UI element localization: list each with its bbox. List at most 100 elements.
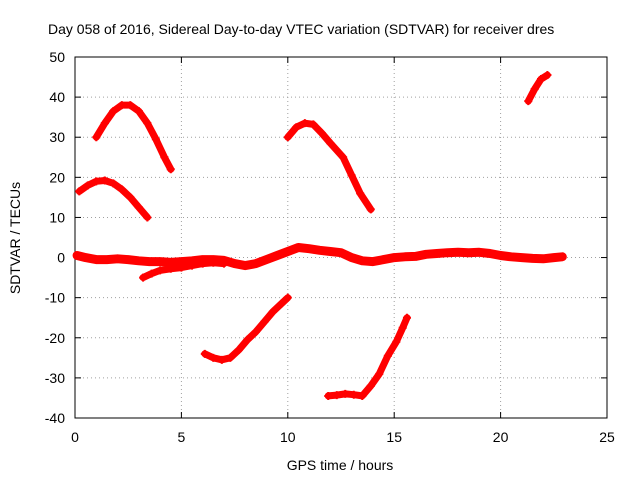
data-point (234, 345, 243, 354)
y-tick-label: -20 (45, 330, 65, 346)
y-tick-label: -10 (45, 290, 65, 306)
data-point (117, 185, 126, 194)
series-line (92, 101, 175, 173)
data-point (366, 381, 375, 390)
data-point (432, 249, 441, 258)
data-point (268, 307, 277, 316)
data-point (145, 257, 154, 266)
series-arc-1 (75, 176, 152, 222)
data-point (126, 193, 135, 202)
series-line (324, 314, 411, 400)
data-point (219, 259, 228, 268)
data-point (366, 205, 375, 214)
data-point (398, 323, 407, 332)
x-tick-label: 15 (386, 429, 402, 445)
series-rising-left (139, 258, 228, 282)
data-point (537, 75, 546, 84)
x-tick-label: 25 (599, 429, 615, 445)
data-point (117, 101, 126, 110)
data-point (92, 133, 101, 142)
data-point (143, 213, 152, 222)
series-arc-neg-1 (200, 293, 292, 364)
data-point (315, 246, 324, 255)
data-point (166, 165, 175, 174)
data-point (209, 258, 218, 267)
series-arc-3 (283, 119, 375, 214)
data-point (134, 107, 143, 116)
y-tick-label: 30 (49, 129, 65, 145)
data-point (443, 248, 452, 257)
x-tick-label: 10 (280, 429, 296, 445)
data-point (102, 255, 111, 264)
chart-title: Day 058 of 2016, Sidereal Day-to-day VTE… (48, 21, 554, 37)
y-tick-label: 20 (49, 169, 65, 185)
data-point (549, 253, 558, 262)
data-point (143, 119, 152, 128)
data-point (349, 390, 358, 399)
series-line (284, 119, 375, 213)
y-tick-label: 0 (57, 250, 65, 266)
data-point (339, 153, 348, 162)
series-line (201, 294, 292, 364)
grid (75, 57, 607, 418)
data-point (109, 107, 118, 116)
data-point (539, 254, 548, 263)
data-point (124, 255, 133, 264)
data-point (109, 179, 118, 188)
plot-frame (74, 56, 608, 419)
data-point (326, 139, 335, 148)
data-point (464, 248, 473, 257)
data-point (300, 119, 309, 128)
data-point (273, 251, 282, 260)
data-point (422, 250, 431, 259)
data-point (156, 257, 165, 266)
y-tick-label: 50 (49, 49, 65, 65)
data-point (347, 253, 356, 262)
data-point (347, 171, 356, 180)
series-arc-neg-2 (324, 313, 411, 400)
data-point (305, 244, 314, 253)
data-point (126, 101, 135, 110)
x-tick-label: 5 (178, 429, 186, 445)
data-point (337, 248, 345, 257)
data-point (543, 71, 552, 80)
data-series (72, 71, 567, 400)
data-point (243, 335, 252, 344)
data-point (375, 369, 384, 378)
data-point (332, 391, 341, 400)
x-tick-label: 20 (493, 429, 509, 445)
data-point (402, 313, 411, 322)
data-point (294, 243, 303, 252)
data-point (134, 256, 143, 265)
y-tick-label: 10 (49, 209, 65, 225)
data-point (517, 253, 526, 262)
data-point (100, 119, 109, 128)
x-tick-label: 0 (71, 429, 79, 445)
y-tick-label: -40 (45, 410, 65, 426)
data-point (358, 256, 367, 265)
data-point (200, 349, 209, 358)
data-point (356, 189, 365, 198)
data-point (92, 255, 101, 264)
data-point (390, 253, 399, 262)
series-arc-4 (524, 71, 552, 106)
data-point (524, 97, 533, 106)
data-point (326, 247, 335, 256)
data-point (379, 255, 388, 264)
data-point (156, 266, 165, 275)
data-point (230, 259, 239, 268)
data-point (324, 391, 333, 400)
data-point (277, 299, 286, 308)
data-point (317, 129, 326, 138)
y-tick-label: 40 (49, 89, 65, 105)
data-point (81, 253, 90, 262)
axis-ticks: 0 5 10 15 20 25 -40 -30 -20 -10 0 10 20 30 40 50 (45, 49, 615, 445)
data-point (217, 355, 226, 364)
data-point (283, 293, 292, 302)
data-point (400, 252, 409, 261)
data-point (530, 85, 539, 94)
data-point (454, 248, 463, 257)
series-baseline (72, 243, 567, 271)
data-point (411, 252, 420, 261)
